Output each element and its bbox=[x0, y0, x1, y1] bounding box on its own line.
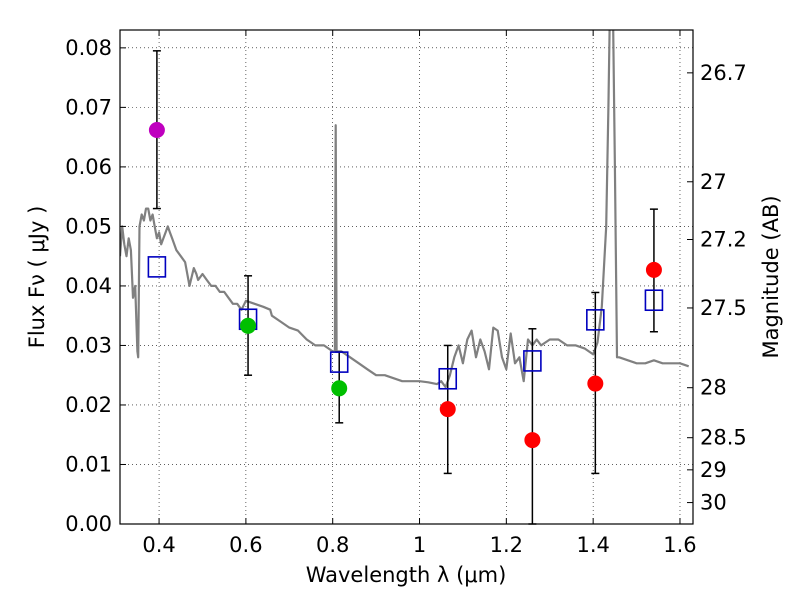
x-tick-label: 0.4 bbox=[142, 533, 175, 557]
model-photometry-point bbox=[329, 351, 349, 373]
x-tick-label: 0.6 bbox=[229, 533, 262, 557]
observed-flux-point bbox=[524, 432, 541, 449]
y-axis-label: Flux Fν ( μJy ) bbox=[25, 206, 49, 349]
y-tick-label: 0.05 bbox=[65, 214, 112, 238]
right-tick-label: 30 bbox=[700, 491, 727, 515]
x-axis-ticks: 0.4 0.6 0.8 1 1.2 1.4 1.6 bbox=[142, 30, 697, 557]
x-tick-label: 1 bbox=[413, 533, 426, 557]
observed-photometry-layer bbox=[148, 121, 662, 449]
y-tick-label: 0.07 bbox=[65, 95, 112, 119]
x-tick-label: 1.6 bbox=[663, 533, 696, 557]
y-tick-label: 0.03 bbox=[65, 333, 112, 357]
right-tick-label: 28.5 bbox=[700, 426, 747, 450]
x-tick-label: 1.4 bbox=[576, 533, 609, 557]
right-tick-label: 28 bbox=[700, 376, 727, 400]
observed-flux-point bbox=[240, 317, 257, 334]
right-tick-label: 27 bbox=[700, 170, 727, 194]
y-tick-label: 0.08 bbox=[65, 36, 112, 60]
model-photometry-point bbox=[523, 350, 542, 372]
model-photometry-point bbox=[586, 309, 605, 331]
right-axis-ticks: 26.7 27 27.2 27.5 28 28.5 29 30 bbox=[687, 61, 747, 515]
x-axis-label: Wavelength λ (μm) bbox=[306, 563, 507, 587]
model-photometry-point bbox=[438, 367, 458, 390]
y-tick-label: 0.01 bbox=[65, 452, 112, 476]
right-tick-label: 29 bbox=[700, 458, 727, 482]
right-axis-label: Magnitude (AB) bbox=[759, 195, 783, 358]
observed-flux-point bbox=[331, 380, 348, 397]
observed-flux-point bbox=[587, 375, 604, 392]
y-tick-label: 0.04 bbox=[65, 274, 112, 298]
observed-flux-point bbox=[148, 121, 165, 138]
y-tick-label: 0.00 bbox=[65, 512, 112, 536]
right-tick-label: 27.5 bbox=[700, 296, 747, 320]
right-tick-label: 26.7 bbox=[700, 61, 747, 85]
plot-frame bbox=[119, 29, 694, 525]
right-tick-label: 27.2 bbox=[700, 228, 747, 252]
model-photometry-layer bbox=[147, 256, 664, 390]
y-tick-label: 0.02 bbox=[65, 393, 112, 417]
observed-flux-point bbox=[439, 401, 456, 418]
model-photometry-point bbox=[644, 289, 664, 312]
model-photometry-point bbox=[147, 256, 167, 278]
plot-background bbox=[120, 30, 693, 524]
x-tick-label: 0.8 bbox=[316, 533, 349, 557]
y-tick-label: 0.06 bbox=[65, 155, 112, 179]
x-tick-label: 1.2 bbox=[490, 533, 523, 557]
y-axis-ticks: 0.00 0.01 0.02 0.03 0.04 0.05 0.06 0.07 0.08 bbox=[65, 36, 126, 536]
observed-flux-point bbox=[645, 261, 662, 278]
